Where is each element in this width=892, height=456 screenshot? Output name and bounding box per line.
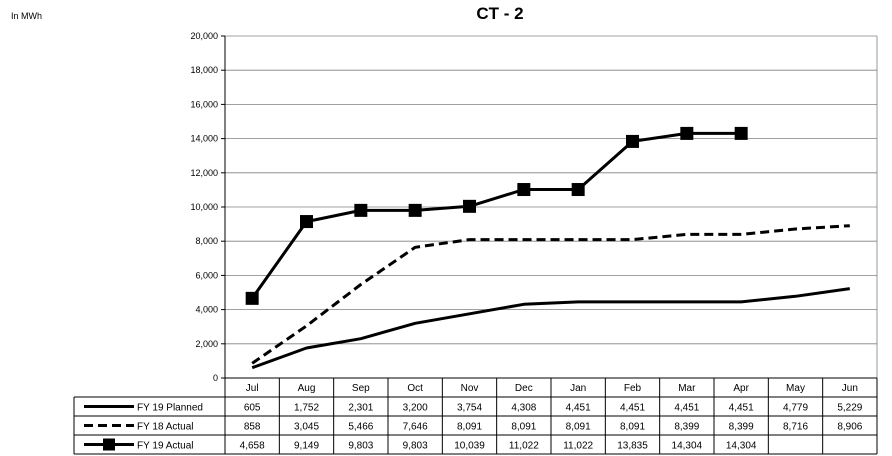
data-label: 4,779 — [783, 403, 808, 414]
x-tick-label: Nov — [461, 383, 479, 394]
data-label: 4,451 — [566, 403, 591, 414]
legend-label: FY 18 Actual — [137, 422, 194, 433]
x-tick-label: Apr — [733, 383, 749, 394]
data-label: 4,451 — [729, 403, 754, 414]
series-marker — [734, 126, 748, 140]
x-tick-label: Feb — [624, 383, 642, 394]
series-marker — [354, 203, 368, 217]
legend-marker — [103, 438, 115, 451]
data-label: 3,045 — [294, 422, 319, 433]
series-marker — [408, 203, 422, 217]
data-label: 13,835 — [617, 441, 648, 452]
x-tick-label: Jan — [570, 383, 586, 394]
y-tick-label: 6,000 — [195, 270, 218, 280]
data-label: 858 — [244, 422, 261, 433]
data-label: 8,716 — [783, 422, 808, 433]
series-marker — [571, 183, 585, 197]
y-tick-label: 8,000 — [195, 236, 218, 246]
x-tick-label: Oct — [407, 383, 423, 394]
data-label: 605 — [244, 403, 261, 414]
data-label: 9,803 — [403, 441, 428, 452]
data-label: 14,304 — [726, 441, 757, 452]
series-marker — [680, 126, 694, 140]
series-marker — [300, 215, 313, 229]
data-label: 8,091 — [457, 422, 482, 433]
x-tick-label: Dec — [515, 383, 533, 394]
data-label: 5,466 — [348, 422, 373, 433]
data-label: 11,022 — [509, 441, 539, 452]
y-tick-label: 10,000 — [190, 202, 218, 212]
data-label: 7,646 — [403, 422, 428, 433]
series-line-1 — [251, 287, 851, 370]
series-line-3 — [250, 131, 742, 300]
data-label: 4,451 — [674, 403, 699, 414]
data-label: 4,658 — [240, 441, 265, 452]
x-tick-label: Jul — [246, 383, 259, 394]
chart-title: CT - 2 — [476, 4, 524, 23]
data-label: 10,039 — [454, 441, 485, 452]
data-label: 3,200 — [403, 403, 428, 414]
data-label: 8,399 — [729, 422, 754, 433]
series-marker — [245, 291, 259, 305]
data-label: 5,229 — [837, 403, 862, 414]
data-label: 8,399 — [674, 422, 699, 433]
y-tick-label: 2,000 — [195, 339, 218, 349]
legend-label: FY 19 Actual — [137, 441, 194, 452]
y-tick-label: 0 — [213, 373, 218, 383]
x-tick-label: Sep — [352, 383, 370, 394]
series-marker — [517, 183, 531, 197]
y-tick-label: 16,000 — [190, 99, 218, 109]
data-label: 11,022 — [563, 441, 593, 452]
data-label: 8,091 — [620, 422, 645, 433]
data-label: 8,091 — [511, 422, 536, 433]
x-tick-label: May — [786, 383, 805, 394]
y-tick-label: 12,000 — [190, 168, 218, 178]
x-tick-label: Mar — [678, 383, 696, 394]
data-label: 8,091 — [566, 422, 591, 433]
data-label: 14,304 — [672, 441, 703, 452]
series-marker — [463, 199, 476, 213]
data-label: 4,308 — [511, 403, 536, 414]
data-label: 1,752 — [294, 403, 319, 414]
y-tick-label: 14,000 — [190, 134, 218, 144]
unit-label: In MWh — [11, 11, 43, 21]
x-tick-label: Jun — [842, 383, 858, 394]
series-marker — [626, 134, 639, 148]
data-label: 9,149 — [294, 441, 319, 452]
data-label: 3,754 — [457, 403, 482, 414]
y-tick-label: 18,000 — [190, 65, 218, 75]
x-tick-label: Aug — [298, 383, 316, 394]
series-line-2 — [251, 224, 850, 365]
data-label: 9,803 — [348, 441, 373, 452]
data-label: 8,906 — [837, 422, 862, 433]
y-tick-label: 20,000 — [190, 31, 218, 41]
data-label: 4,451 — [620, 403, 645, 414]
legend-label: FY 19 Planned — [137, 403, 203, 414]
data-label: 2,301 — [348, 403, 373, 414]
y-tick-label: 4,000 — [195, 305, 218, 315]
